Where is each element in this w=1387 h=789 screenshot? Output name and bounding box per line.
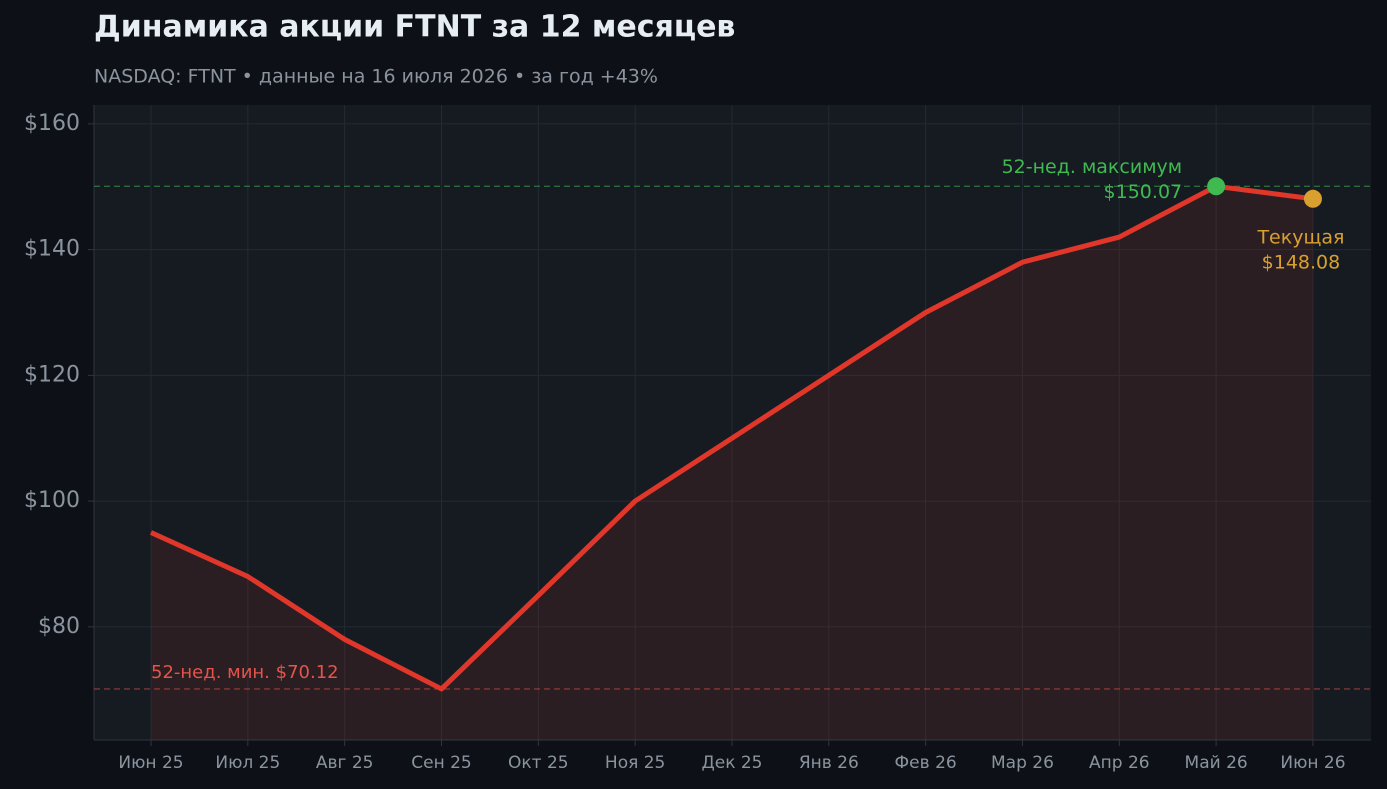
current-label: Текущая bbox=[1256, 226, 1344, 248]
x-tick-label: Июн 25 bbox=[118, 753, 183, 773]
x-tick-label: Июл 25 bbox=[215, 753, 280, 773]
x-tick-label: Авг 25 bbox=[316, 753, 374, 773]
x-tick-label: Дек 25 bbox=[701, 753, 762, 773]
y-tick-label: $120 bbox=[24, 362, 80, 387]
x-tick-label: Янв 26 bbox=[799, 753, 859, 773]
y-tick-label: $160 bbox=[24, 111, 80, 136]
current-value-label: $148.08 bbox=[1262, 251, 1341, 273]
x-tick-label: Июн 26 bbox=[1280, 753, 1345, 773]
x-tick-label: Апр 26 bbox=[1089, 753, 1150, 773]
y-tick-label: $140 bbox=[24, 237, 80, 262]
x-tick-label: Мар 26 bbox=[991, 753, 1054, 773]
high-value-label: $150.07 bbox=[1104, 181, 1183, 203]
x-tick-label: Сен 25 bbox=[411, 753, 471, 773]
chart-title: Динамика акции FTNT за 12 месяцев bbox=[94, 10, 735, 45]
x-tick-label: Май 26 bbox=[1185, 753, 1248, 773]
x-tick-label: Окт 25 bbox=[508, 753, 569, 773]
high-point bbox=[1207, 177, 1226, 196]
y-tick-label: $80 bbox=[38, 614, 80, 639]
high-label: 52-нед. максимум bbox=[1002, 156, 1183, 178]
y-tick-label: $100 bbox=[24, 488, 80, 513]
chart-subtitle: NASDAQ: FTNT • данные на 16 июля 2026 • … bbox=[94, 66, 658, 88]
x-tick-label: Ноя 25 bbox=[605, 753, 665, 773]
current-point bbox=[1303, 189, 1322, 208]
line bbox=[149, 183, 1314, 692]
low-label: 52-нед. мин. $70.12 bbox=[151, 662, 339, 683]
x-tick-label: Фев 26 bbox=[895, 753, 957, 773]
plot-area bbox=[94, 105, 1371, 740]
area bbox=[151, 186, 1313, 740]
